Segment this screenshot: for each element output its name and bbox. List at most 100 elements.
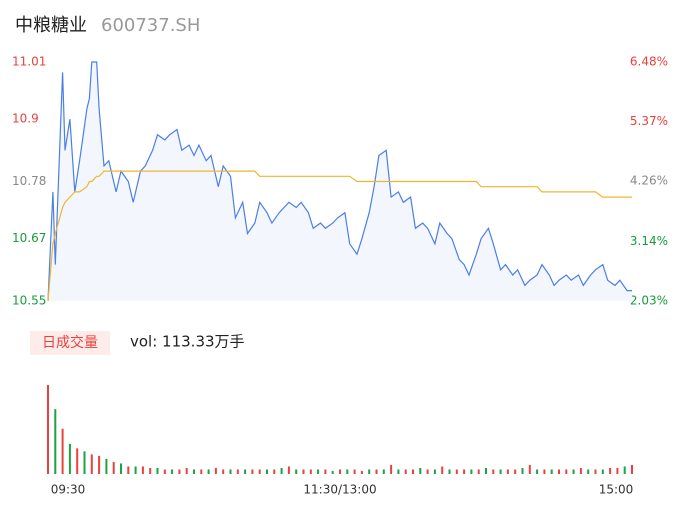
volume-bar [521,467,524,474]
volume-bar [171,469,174,474]
volume-bar [499,469,502,474]
volume-bar [470,469,473,474]
volume-bar [287,466,290,474]
volume-bar [397,469,400,474]
average-line [47,170,632,302]
volume-bar [390,464,393,474]
volume-bar [112,461,115,474]
volume-bar [229,469,232,474]
volume-bar [193,469,195,474]
volume-bar [404,469,407,474]
volume-bar [47,385,49,474]
volume-bar [98,455,101,474]
x-tick-label: 09:30 [51,483,86,497]
volume-bar [477,469,480,474]
volume-bar [105,458,108,474]
volume-bar [587,469,590,474]
volume-bar [492,469,495,474]
volume-bar [302,469,305,474]
volume-bar [141,466,144,474]
volume-summary: vol: 113.33万手 [130,333,245,351]
volume-bar [506,469,509,474]
volume-bar [616,467,619,474]
volume-bar [214,467,217,474]
volume-bar [324,469,327,474]
volume-bar [120,463,122,474]
legend-label: 日成交量 [42,334,98,351]
volume-bar [127,466,130,474]
volume-bar [339,469,341,474]
y2-tick-label: 2.03% [630,294,668,308]
volume-bar [200,469,203,474]
stock-name: 中粮糖业 [15,15,87,36]
volume-bar [317,469,320,474]
volume-bar [594,469,597,474]
x-tick-label: 15:00 [599,483,634,497]
price-area [48,62,632,301]
volume-bar [353,469,356,474]
volume-bar [222,469,225,474]
volume-bar [207,469,210,474]
volume-bar [163,469,166,474]
y-tick-label: 10.67 [12,231,46,245]
volume-bar [623,466,626,474]
volume-bar [76,448,79,474]
volume-bar [528,464,531,474]
volume-bar [251,469,254,474]
volume-bar [433,469,436,474]
volume-bar [360,470,363,474]
volume-bar [441,466,444,474]
volume-bar [609,467,612,474]
volume-bar [543,469,546,474]
volume-bar [601,469,604,474]
x-tick-label: 11:30/13:00 [303,483,376,497]
volume-bar [382,469,385,474]
volume-bar [572,469,575,474]
volume-bar [149,467,152,474]
volume-bar [550,469,553,474]
legend-box [30,331,110,355]
y2-tick-label: 6.48% [630,55,668,69]
volume-bar [273,469,276,474]
volume-bar [514,469,517,474]
volume-bar [558,469,560,474]
volume-bar [412,469,414,474]
y-tick-label: 11.01 [12,55,46,69]
y-tick-label: 10.78 [12,174,46,188]
volume-bar [266,469,268,474]
y2-tick-label: 4.26% [630,174,668,188]
volume-bar [346,469,349,474]
volume-bar [579,467,582,474]
volume-bar [61,428,64,474]
volume-bar [375,469,378,474]
volume-bar [68,443,71,474]
volume-bar [309,469,312,474]
volume-bar [419,467,422,474]
volume-bar [258,469,261,474]
volume-bar [455,469,458,474]
volume-bar [83,451,86,474]
volume-bar [485,467,487,474]
volume-bar [280,467,283,474]
volume-bar [236,469,239,474]
volume-bar [463,469,466,474]
volume-bar [368,469,371,474]
y2-tick-label: 3.14% [630,234,668,248]
price-line [47,61,632,302]
volume-bar [178,469,181,474]
volume-bar [631,464,633,474]
stock-code: 600737.SH [101,15,200,36]
volume-bar [295,469,298,474]
volume-bar [426,469,429,474]
volume-bar [244,469,247,474]
volume-bar [536,469,539,474]
volume-bar [156,467,159,474]
volume-bar [331,470,334,474]
volume-bar [565,469,568,474]
volume-bar [90,454,93,474]
volume-bar [134,466,137,474]
volume-bar [448,469,451,474]
y-tick-label: 10.55 [12,294,46,308]
volume-bar [185,467,188,474]
